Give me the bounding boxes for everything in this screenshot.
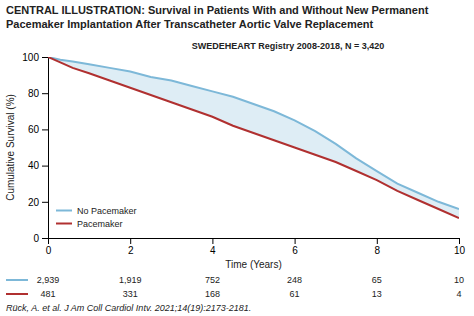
x-tick-label: 8: [375, 245, 381, 256]
chart: 0246810020406080100Time (Years)Cumulativ…: [0, 35, 474, 316]
y-tick: 60: [28, 124, 48, 135]
survival-line: [48, 57, 459, 218]
x-tick: 8: [375, 238, 381, 256]
y-tick-mark: [42, 129, 48, 130]
x-tick: 0: [46, 238, 52, 256]
plot-area: 0246810020406080100Time (Years)Cumulativ…: [5, 41, 465, 299]
legend-swatch: [56, 209, 72, 211]
x-axis-title: Time (Years): [225, 259, 282, 270]
x-axis: 0 2 4 6 8 10: [46, 238, 466, 256]
x-tick-mark: [459, 238, 460, 244]
y-tick-label: 100: [22, 51, 39, 62]
at-risk-count: 1,919: [119, 275, 142, 285]
at-risk-count: 4: [456, 289, 461, 299]
y-axis-title: Cumulative Survival (%): [5, 94, 16, 201]
x-tick-mark: [377, 238, 378, 244]
x-tick: 6: [292, 238, 298, 256]
at-risk-count: 65: [372, 275, 382, 285]
y-tick-label: 40: [28, 160, 40, 171]
at-risk-count: 752: [205, 275, 220, 285]
title: CENTRAL ILLUSTRATION: Survival in Patien…: [0, 0, 474, 35]
marks: [48, 57, 459, 218]
citation: Rück, A. et al. J Am Coll Cardiol Intv. …: [6, 303, 251, 313]
annotation: SWEDEHEART Registry 2008-2018, N = 3,420: [192, 41, 384, 51]
legend-label: Pacemaker: [77, 218, 123, 228]
y-tick: 100: [22, 51, 48, 62]
x-tick-label: 0: [46, 245, 52, 256]
x-tick-mark: [212, 238, 213, 244]
y-tick-label: 60: [28, 124, 40, 135]
at-risk-count: 61: [290, 289, 300, 299]
difference-band: [48, 57, 459, 218]
at-risk-count: 10: [454, 275, 464, 285]
at-risk-count: 248: [287, 275, 302, 285]
at-risk-count: 168: [205, 289, 220, 299]
y-axis: 0 20 40 60 80 100: [22, 51, 48, 243]
at-risk-table: 2,939 1,919 752 248 65 10 481 331 168 61 13 4: [6, 275, 464, 299]
y-tick-mark: [42, 57, 48, 58]
y-tick: 20: [28, 196, 48, 207]
y-tick-label: 20: [28, 196, 40, 207]
legend-item: No Pacemaker: [56, 205, 137, 215]
legend: No Pacemaker Pacemaker: [56, 205, 137, 228]
y-tick-label: 0: [33, 232, 39, 243]
x-tick: 4: [210, 238, 216, 256]
at-risk-count: 13: [372, 289, 382, 299]
legend-item: Pacemaker: [56, 218, 123, 228]
legend-label: No Pacemaker: [77, 205, 137, 215]
y-tick: 40: [28, 160, 48, 171]
y-tick-mark: [42, 93, 48, 94]
x-tick: 10: [454, 238, 466, 256]
y-tick-mark: [42, 201, 48, 202]
x-tick-label: 10: [454, 245, 466, 256]
x-axis-line: [49, 238, 460, 244]
y-axis-line: [42, 57, 49, 238]
at-risk-swatch: [6, 279, 28, 281]
x-tick-mark: [295, 238, 296, 244]
x-tick-label: 4: [210, 245, 216, 256]
at-risk-count: 481: [40, 289, 55, 299]
x-tick: 2: [128, 238, 134, 256]
y-tick: 80: [28, 87, 48, 98]
at-risk-count: 2,939: [37, 275, 60, 285]
x-tick-label: 6: [292, 245, 298, 256]
y-tick-mark: [42, 165, 48, 166]
at-risk-swatch: [6, 293, 28, 295]
y-tick: 0: [33, 232, 48, 243]
y-tick-mark: [42, 238, 48, 239]
x-tick-label: 2: [128, 245, 134, 256]
x-tick-mark: [130, 238, 131, 244]
legend-swatch: [56, 222, 72, 224]
at-risk-count: 331: [123, 289, 138, 299]
y-tick-label: 80: [28, 87, 40, 98]
